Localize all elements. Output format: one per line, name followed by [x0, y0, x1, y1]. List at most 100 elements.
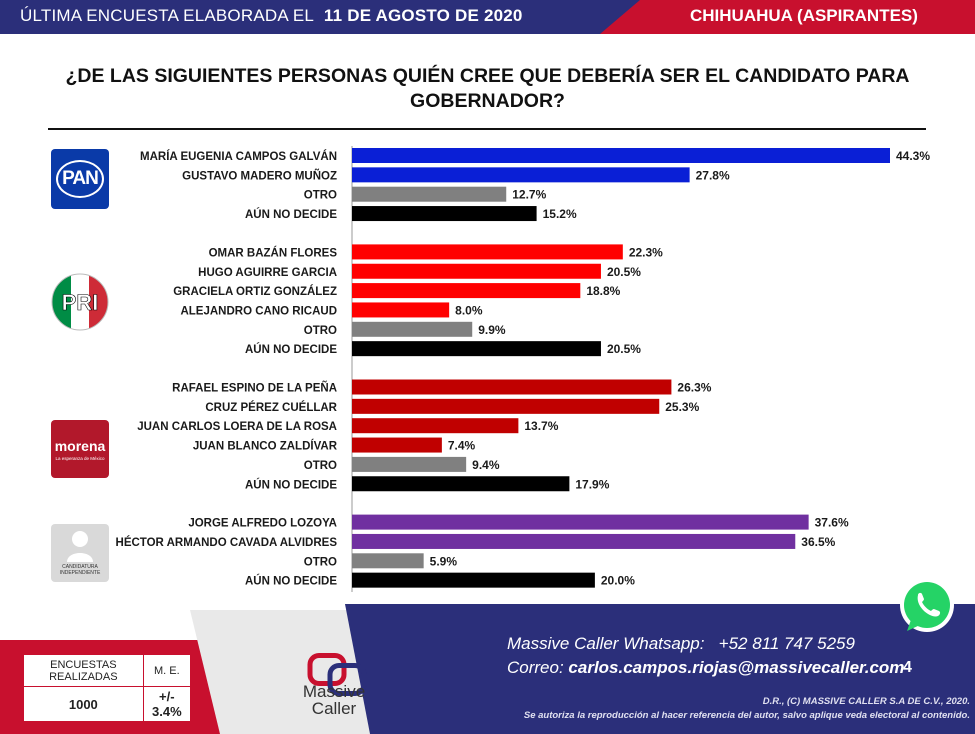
bar-value-label: 12.7% — [512, 188, 546, 202]
region-label: CHIHUAHUA (ASPIRANTES) — [690, 6, 918, 25]
person-silhouette-icon — [67, 531, 93, 562]
bar-independiente-1 — [352, 533, 796, 549]
whatsapp-contact: Massive Caller Whatsapp: +52 811 747 525… — [507, 634, 855, 654]
massive-caller-logo-icon — [307, 653, 367, 696]
whatsapp-label: Massive Caller Whatsapp: — [507, 634, 705, 653]
bar-label: AÚN NO DECIDE — [245, 575, 337, 588]
whatsapp-icon[interactable] — [895, 575, 959, 639]
bar-label: OTRO — [304, 325, 337, 337]
bar-morena-1 — [352, 398, 660, 414]
independent-caption-line1: CANDIDATURA — [62, 564, 98, 570]
footer-gray-panel — [190, 610, 370, 734]
bar-label: JORGE ALFREDO LOZOYA — [188, 518, 337, 530]
bar-value-label: 5.9% — [430, 554, 458, 568]
bar-label: JUAN BLANCO ZALDÍVAR — [193, 440, 338, 453]
stats-header-surveys: ENCUESTAS REALIZADAS — [23, 654, 144, 687]
bar-label: AÚN NO DECIDE — [245, 343, 337, 356]
survey-date-prefix: ÚLTIMA ENCUESTA ELABORADA EL — [20, 6, 315, 25]
header-bar-right — [600, 0, 975, 34]
pri-emblem: PRI — [51, 273, 109, 331]
bar-label: HÉCTOR ARMANDO CAVADA ALVIDRES — [116, 536, 338, 549]
survey-date: 11 DE AGOSTO DE 2020 — [323, 6, 523, 25]
bar-pri-2 — [352, 283, 581, 299]
morena-logo-tagline: La esperanza de México — [55, 456, 105, 461]
chart-title-line1: ¿DE LAS SIGUIENTES PERSONAS QUIÉN CREE Q… — [65, 65, 910, 87]
bar-label: CRUZ PÉREZ CUÉLLAR — [205, 401, 337, 414]
bar-label: OMAR BAZÁN FLORES — [209, 246, 338, 259]
bar-value-label: 13.7% — [524, 419, 558, 433]
bar-value-label: 44.3% — [896, 149, 930, 163]
bar-value-label: 17.9% — [575, 477, 609, 491]
email-address[interactable]: carlos.campos.riojas@massivecaller.com — [568, 658, 905, 677]
bar-pan-2 — [352, 186, 507, 202]
reproduction-notice: Se autoriza la reproducción al hacer ref… — [523, 710, 970, 721]
bar-label: AÚN NO DECIDE — [245, 208, 337, 221]
bar-value-label: 15.2% — [543, 207, 577, 221]
bar-pri-5 — [352, 341, 601, 357]
bar-morena-5 — [352, 476, 570, 492]
stats-value-margin: +/- 3.4% — [142, 686, 192, 722]
bar-morena-4 — [352, 456, 467, 472]
bar-label: GRACIELA ORTIZ GONZÁLEZ — [173, 285, 337, 298]
bar-value-label: 18.8% — [586, 284, 620, 298]
morena-logo: morena La esperanza de México — [51, 420, 109, 478]
bar-pri-4 — [352, 321, 473, 337]
bar-label: OTRO — [304, 190, 337, 202]
chart-title: ¿DE LAS SIGUIENTES PERSONAS QUIÉN CREE Q… — [60, 64, 915, 114]
footer-blue-panel — [345, 604, 975, 734]
bar-value-label: 20.5% — [607, 342, 641, 356]
bar-independiente-3 — [352, 572, 595, 588]
chart-title-line2: GOBERNADOR? — [410, 90, 565, 112]
stats-value-surveys: 1000 — [23, 686, 144, 722]
bar-value-label: 8.0% — [455, 303, 483, 317]
independent-logo: CANDIDATURA INDEPENDIENTE — [51, 524, 109, 582]
bar-morena-0 — [352, 379, 672, 395]
bar-morena-3 — [352, 437, 442, 453]
bar-label: MARÍA EUGENIA CAMPOS GALVÁN — [140, 150, 337, 163]
bar-pri-1 — [352, 263, 601, 279]
bar-value-label: 7.4% — [448, 439, 476, 453]
bar-pan-1 — [352, 167, 690, 183]
bar-pan-0 — [352, 148, 890, 163]
survey-date-line: ÚLTIMA ENCUESTA ELABORADA EL 11 DE AGOST… — [20, 6, 523, 26]
bar-pri-3 — [352, 302, 450, 318]
bar-label: JUAN CARLOS LOERA DE LA ROSA — [137, 421, 337, 433]
bar-value-label: 22.3% — [629, 245, 663, 259]
bar-value-label: 25.3% — [665, 400, 699, 414]
bar-label: OTRO — [304, 556, 337, 568]
email-label: Correo: — [507, 658, 564, 677]
brand-line2: Caller — [311, 699, 357, 718]
copyright-line: D.R., (C) MASSIVE CALLER S.A DE C.V., 20… — [762, 696, 970, 707]
bar-value-label: 9.4% — [472, 458, 500, 472]
bar-pan-3 — [352, 206, 537, 222]
whatsapp-number: +52 811 747 5259 — [718, 634, 855, 653]
stats-header-margin: M. E. — [142, 654, 192, 687]
bar-value-label: 9.9% — [478, 323, 506, 337]
bar-label: OTRO — [304, 460, 337, 472]
independent-logo-caption: CANDIDATURA INDEPENDIENTE — [51, 564, 109, 576]
bar-independiente-2 — [352, 553, 424, 569]
bar-value-label: 36.5% — [801, 535, 835, 549]
bar-label: GUSTAVO MADERO MUÑOZ — [182, 169, 337, 182]
page-number: 4 — [903, 659, 912, 676]
pan-logo: PAN — [51, 149, 109, 209]
survey-stats-table: ENCUESTAS REALIZADAS M. E. 1000 +/- 3.4% — [23, 654, 192, 722]
massive-caller-wordmark: Massive Caller — [284, 683, 384, 717]
email-contact: Correo: carlos.campos.riojas@massivecall… — [507, 658, 904, 678]
bar-independiente-0 — [352, 514, 809, 530]
bar-value-label: 37.6% — [815, 516, 849, 530]
bar-value-label: 20.0% — [601, 574, 635, 588]
pri-logo: PRI — [51, 272, 109, 332]
bar-value-label: 26.3% — [677, 381, 711, 395]
independent-caption-line2: INDEPENDIENTE — [59, 570, 101, 576]
bar-label: AÚN NO DECIDE — [245, 478, 337, 491]
morena-logo-text: morena — [54, 438, 106, 454]
title-divider — [48, 128, 926, 130]
bar-value-label: 27.8% — [696, 168, 730, 182]
bar-morena-2 — [352, 418, 519, 434]
bar-pri-0 — [352, 244, 623, 260]
pan-logo-text: PAN — [56, 160, 104, 198]
bar-label: RAFAEL ESPINO DE LA PEÑA — [172, 382, 337, 395]
bar-chart: MARÍA EUGENIA CAMPOS GALVÁN 44.3% GUSTAVO … — [116, 146, 930, 592]
bar-value-label: 20.5% — [607, 265, 641, 279]
